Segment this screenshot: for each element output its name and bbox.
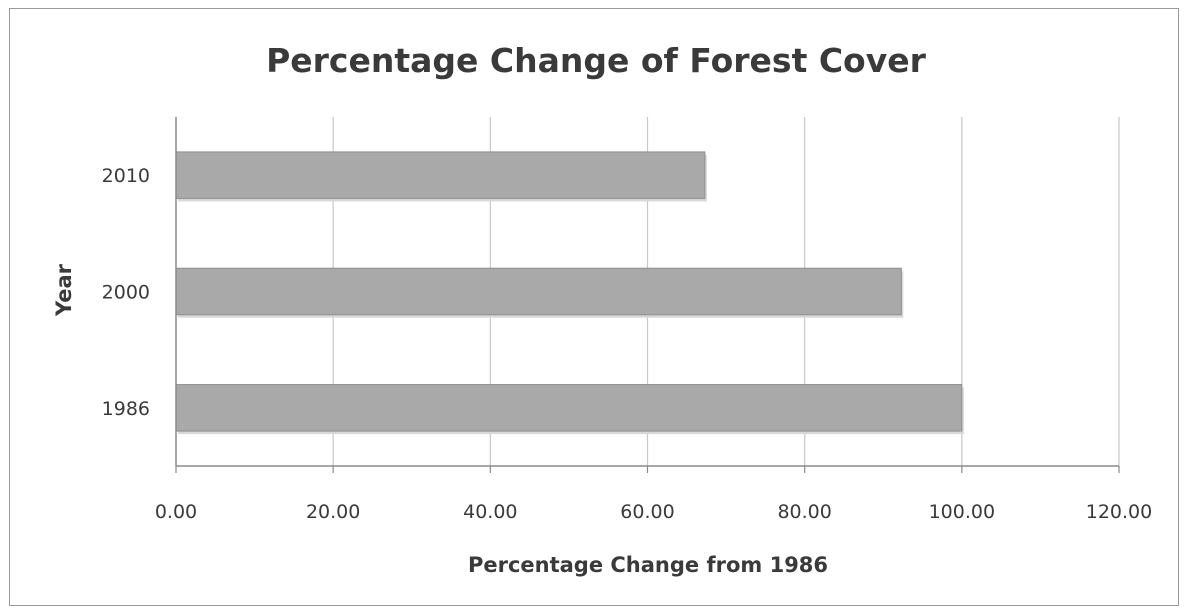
y-tick-label: 1986 <box>102 398 150 420</box>
chart-title: Percentage Change of Forest Cover <box>266 41 927 80</box>
y-tick-label: 2010 <box>102 165 150 187</box>
bars <box>175 151 964 435</box>
bar-1986 <box>175 384 963 432</box>
y-axis-title: Year <box>52 263 76 317</box>
x-tick-label: 80.00 <box>777 501 831 523</box>
x-tick-label: 0.00 <box>155 501 197 523</box>
x-tick-label: 60.00 <box>620 501 674 523</box>
x-tick-label: 40.00 <box>463 501 517 523</box>
x-tick-label: 100.00 <box>929 501 995 523</box>
bar-2010 <box>175 151 706 199</box>
x-axis-title: Percentage Change from 1986 <box>468 553 828 577</box>
x-tick-label: 20.00 <box>306 501 360 523</box>
bar-2000 <box>175 267 902 316</box>
y-tick-label: 2000 <box>102 282 150 304</box>
y-axis: 2010 2000 1986 <box>102 117 177 466</box>
x-tick-label: 120.00 <box>1086 501 1152 523</box>
x-axis: 0.00 20.00 40.00 60.00 80.00 100.00 120.00 <box>155 465 1152 523</box>
